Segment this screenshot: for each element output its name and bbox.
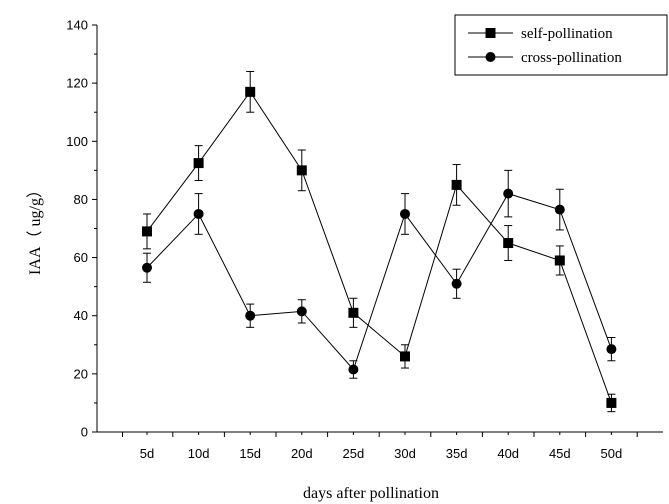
y-tick-label: 20 (74, 366, 88, 381)
legend-label: self-pollination (521, 26, 613, 42)
x-tick-label: 40d (497, 446, 519, 461)
series-layer (142, 71, 617, 413)
y-tick-label: 140 (66, 18, 88, 33)
data-point (245, 86, 256, 97)
data-point (400, 351, 410, 362)
x-tick-label: 50d (601, 446, 623, 461)
data-point (193, 158, 204, 169)
x-tick-label: 10d (188, 446, 210, 461)
y-axis-title: IAA（ ug/g） (26, 182, 44, 275)
data-point (348, 364, 359, 375)
data-point (451, 278, 462, 289)
x-axis-title: days after pollination (303, 485, 439, 502)
series-1 (142, 71, 617, 413)
data-point (451, 179, 462, 190)
x-tick-label: 35d (446, 446, 468, 461)
data-point (296, 165, 307, 176)
x-tick-label: 15d (239, 446, 261, 461)
y-tick-label: 40 (74, 308, 88, 323)
data-point (606, 344, 617, 355)
legend-label: cross-pollination (521, 50, 622, 66)
x-tick-label: 5d (140, 446, 154, 461)
legend-marker (485, 52, 496, 62)
data-point (400, 208, 410, 219)
legend-box (454, 14, 668, 76)
series-2 (142, 169, 617, 379)
series-line (146, 90, 612, 404)
data-point (503, 238, 514, 249)
y-tick-label: 0 (81, 425, 88, 440)
x-tick-label: 45d (549, 446, 571, 461)
data-point (348, 307, 359, 318)
legend: self-pollination cross-pollination (454, 14, 668, 76)
y-ticks: 0 20 40 60 80 100 120 140 (66, 18, 97, 440)
data-point (554, 204, 565, 215)
data-point (503, 188, 514, 199)
y-tick-label: 100 (66, 134, 88, 149)
y-tick-label: 80 (74, 192, 88, 207)
data-point (296, 306, 307, 317)
x-ticks: 5d 10d 15d 20d 25d 30d 35d 40d 45d 50d (122, 432, 638, 461)
axes: 0 20 40 60 80 100 120 140 5d 10d 15d 20d 25d 30d 35d 4… (66, 18, 663, 461)
data-point (245, 310, 256, 321)
legend-marker (485, 28, 496, 38)
x-tick-label: 25d (343, 446, 365, 461)
y-tick-label: 60 (74, 250, 88, 265)
data-point (554, 255, 565, 266)
x-tick-label: 20d (291, 446, 313, 461)
data-point (142, 226, 152, 237)
y-tick-label: 120 (66, 76, 88, 91)
data-point (193, 208, 204, 219)
x-tick-label: 30d (394, 446, 416, 461)
data-point (142, 262, 152, 273)
legend-item-2: cross-pollination (468, 50, 622, 66)
data-point (606, 397, 617, 408)
legend-item-1: self-pollination (468, 26, 613, 42)
series-line (146, 193, 612, 371)
